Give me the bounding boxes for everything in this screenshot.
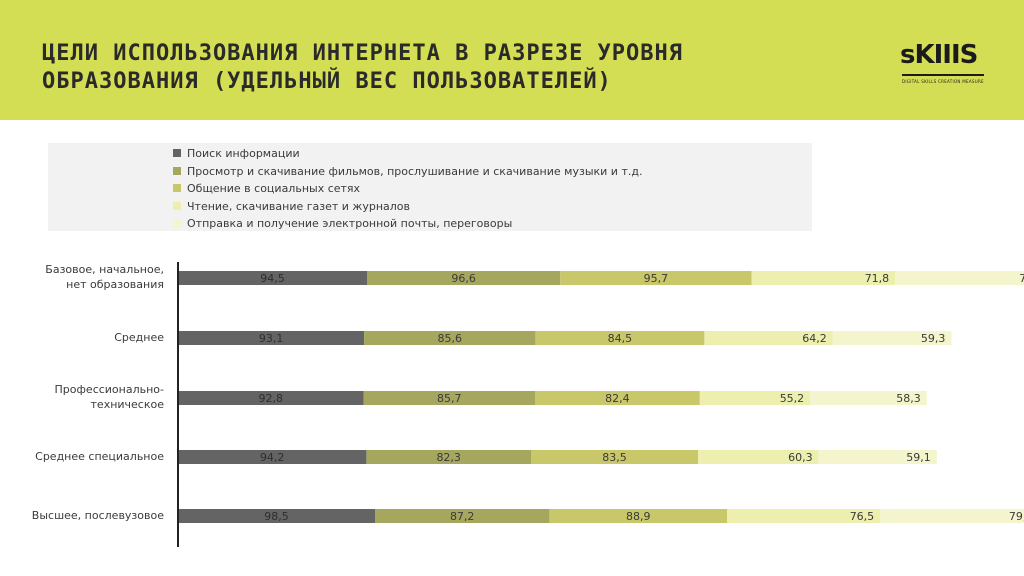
bar-segment: [178, 509, 375, 523]
bar-segment: [535, 391, 700, 405]
legend-item-3: Общение в социальных сетях: [173, 182, 360, 198]
data-label: 93,1: [259, 332, 284, 345]
bar-segment: [727, 509, 881, 523]
category-label-line: Профессионально-: [54, 383, 164, 396]
data-label: 79,6: [1009, 510, 1024, 523]
legend-swatch: [173, 201, 181, 210]
logo-tagline: DIGITAL SKILLS CREATION MEASURE: [902, 79, 984, 84]
data-label: 94,2: [260, 451, 285, 464]
bar-segment: [531, 450, 698, 464]
page-title-line-1: ЦЕЛИ ИСПОЛЬЗОВАНИЯ ИНТЕРНЕТА В РАЗРЕЗЕ У…: [42, 41, 684, 66]
category-label: Среднее: [14, 330, 164, 345]
data-label: 64,2: [802, 332, 827, 345]
data-label: 96,6: [451, 272, 476, 285]
bar-segment: [178, 271, 367, 285]
bar-segment: [560, 271, 752, 285]
data-label: 71,8: [865, 272, 890, 285]
data-label: 94,5: [260, 272, 285, 285]
bar-segment: [832, 331, 952, 345]
category-label: Среднее специальное: [14, 449, 164, 464]
data-label: 84,5: [608, 332, 633, 345]
bar-segment: [178, 331, 365, 345]
bar-segment: [880, 509, 1024, 523]
bar-segment: [704, 331, 833, 345]
data-label: 60,3: [788, 451, 813, 464]
bar-segment: [366, 450, 531, 464]
data-label: 59,3: [921, 332, 946, 345]
bar-segment: [810, 391, 927, 405]
data-label: 82,3: [436, 451, 461, 464]
data-label: 85,7: [437, 392, 462, 405]
data-label: 58,3: [896, 392, 921, 405]
page-title: ЦЕЛИ ИСПОЛЬЗОВАНИЯ ИНТЕРНЕТА В РАЗРЕЗЕ У…: [42, 40, 842, 96]
category-label-line: Среднее специальное: [35, 449, 164, 463]
legend-item-4: Чтение, скачивание газет и журналов: [173, 200, 410, 216]
bar-segment: [367, 271, 561, 285]
legend-label: Поиск информации: [187, 147, 300, 160]
data-label: 72: [1019, 272, 1024, 285]
bar-segment: [364, 331, 536, 345]
skills-logo: sKIIIS DIGITAL SKILLS CREATION MEASURE: [900, 40, 990, 86]
data-label: 88,9: [626, 510, 651, 523]
data-label: 87,2: [450, 510, 475, 523]
legend-swatch: [173, 184, 181, 192]
category-label: Высшее, послевузовое: [14, 508, 164, 523]
legend-item-2: Просмотр и скачивание фильмов, прослушив…: [173, 165, 642, 181]
legend-swatch: [173, 166, 181, 175]
bar-segment: [375, 509, 550, 523]
category-label: Профессионально-техническое: [14, 382, 164, 412]
data-label: 95,7: [644, 272, 669, 285]
legend-swatch: [173, 219, 181, 227]
chart-legend: Поиск информации Просмотр и скачивание фи…: [48, 143, 812, 231]
data-label: 55,2: [780, 392, 805, 405]
category-label: Базовое, начальное, нет образования: [14, 262, 164, 292]
bar-segment: [698, 450, 819, 464]
bar-segment: [895, 271, 1024, 285]
bar-segment: [699, 391, 811, 405]
category-label-line: Базовое, начальное,: [45, 263, 164, 276]
data-label: 76,5: [850, 510, 875, 523]
header-band: ЦЕЛИ ИСПОЛЬЗОВАНИЯ ИНТЕРНЕТА В РАЗРЕЗЕ У…: [0, 0, 1024, 120]
data-label: 82,4: [605, 392, 630, 405]
data-label: 83,5: [602, 451, 627, 464]
logo-underline: [902, 74, 984, 76]
legend-label: Общение в социальных сетях: [187, 182, 361, 195]
legend-item-5: Отправка и получение электронной почты, …: [173, 217, 512, 233]
category-label-line: Среднее: [114, 330, 164, 344]
category-label-line: Высшее, послевузовое: [31, 508, 164, 522]
legend-label: Чтение, скачивание газет и журналов: [187, 199, 410, 213]
bar-segment: [178, 450, 367, 464]
data-label: 85,6: [438, 332, 463, 345]
bar-segment: [751, 271, 896, 285]
data-label: 92,8: [259, 392, 284, 405]
bar-segment: [363, 391, 535, 405]
legend-label: Отправка и получение электронной почты, …: [187, 217, 513, 230]
category-label-line: нет образования: [66, 278, 164, 291]
data-label: 59,1: [906, 451, 931, 464]
page-title-line-2: ОБРАЗОВАНИЯ (УДЕЛЬНЫЙ ВЕС ПОЛЬЗОВАТЕЛЕЙ): [42, 69, 612, 94]
bar-segment: [178, 391, 364, 405]
bar-segment: [535, 331, 705, 345]
category-label-line: техническое: [90, 398, 164, 411]
data-label: 98,5: [264, 510, 289, 523]
y-axis-line: [177, 262, 179, 547]
bar-segment: [549, 509, 728, 523]
bar-segment: [818, 450, 937, 464]
logo-text: sKIIIS: [900, 40, 978, 70]
legend-swatch: [173, 149, 181, 157]
legend-label: Просмотр и скачивание фильмов, прослушив…: [187, 164, 643, 178]
legend-item-1: Поиск информации: [173, 147, 300, 163]
